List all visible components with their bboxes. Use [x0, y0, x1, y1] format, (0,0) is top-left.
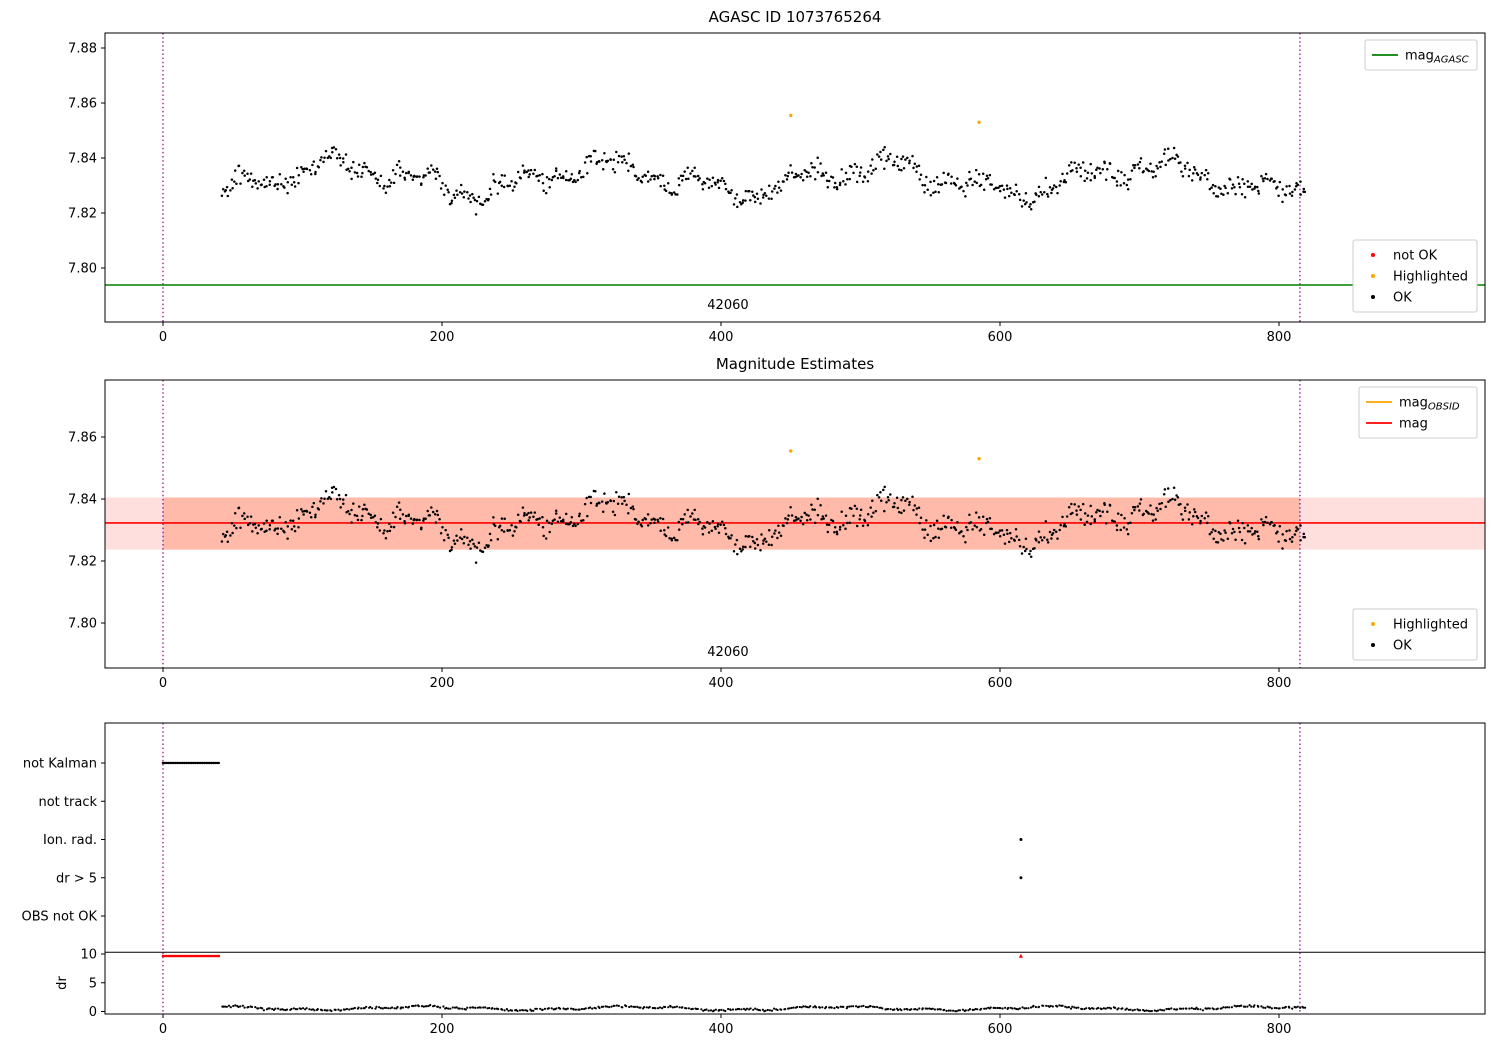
x-tick-label: 200 — [430, 330, 455, 345]
y-tick-label: 7.80 — [68, 262, 97, 277]
ion-rad-point — [1019, 838, 1023, 841]
x-tick-label: 600 — [988, 330, 1013, 345]
flag-category-label: not Kalman — [23, 757, 97, 772]
legend-marker-sample — [1371, 274, 1375, 278]
obsid-annotation: 42060 — [707, 645, 748, 660]
flag-category-label: Ion. rad. — [43, 833, 97, 848]
flag-category-label: OBS not OK — [22, 910, 98, 925]
x-tick-label: 400 — [709, 330, 734, 345]
y-tick-label: 7.86 — [68, 431, 97, 446]
legend-box — [1358, 386, 1478, 439]
dr-gt5-point — [1019, 876, 1023, 880]
plot-magnitude-estimates: 0 200 400 600 800 7.80 7.82 7.84 7.86 Magnitude E… — [68, 355, 1486, 691]
dr-not-ok-point — [1018, 953, 1024, 958]
x-tick-label: 0 — [159, 676, 167, 691]
flag-category-label: not track — [38, 795, 97, 810]
obsid-annotation: 42060 — [707, 298, 748, 313]
plot-agasc-mag: 0 200 400 600 800 7.80 7.82 7.84 7.86 7.88 AGASC I… — [68, 8, 1486, 345]
dr-tick-label: 0 — [89, 1005, 97, 1020]
x-tick-label: 0 — [159, 330, 167, 345]
legend-label: OK — [1393, 639, 1412, 654]
y-tick-label: 7.82 — [68, 555, 97, 570]
highlighted-point — [789, 449, 793, 453]
x-tick-label: 800 — [1267, 330, 1292, 345]
ok-points — [220, 485, 1307, 564]
y-tick-label: 7.88 — [68, 42, 97, 57]
dr-points — [221, 1003, 1307, 1013]
legend-label: mag — [1399, 417, 1428, 432]
dr-tick-label: 5 — [89, 976, 97, 991]
x-tick-label: 400 — [709, 676, 734, 691]
legend-marker-sample — [1371, 253, 1375, 257]
legend-label: Highlighted — [1393, 270, 1468, 285]
not-kalman-points — [161, 761, 220, 765]
highlighted-point — [977, 120, 981, 125]
dr-axis-label: dr — [55, 976, 70, 990]
y-tick-label: 7.80 — [68, 617, 97, 632]
x-tick-label: 400 — [709, 1022, 734, 1037]
legend-marker-sample — [1371, 622, 1375, 626]
dr-tick-label: 10 — [80, 948, 97, 963]
y-tick-label: 7.86 — [68, 97, 97, 112]
axes-border — [104, 379, 1486, 669]
x-tick-label: 800 — [1267, 676, 1292, 691]
plot-quality-flags: 0 200 400 600 800 not Kalman not track Ion. rad… — [22, 722, 1486, 1037]
x-tick-label: 600 — [988, 676, 1013, 691]
y-tick-label: 7.84 — [68, 152, 97, 167]
x-tick-label: 200 — [430, 676, 455, 691]
legend-marker-sample — [1371, 295, 1375, 299]
flag-category-label: dr > 5 — [56, 871, 97, 886]
highlighted-point — [977, 457, 981, 461]
plot-title: Magnitude Estimates — [716, 355, 874, 373]
y-tick-label: 7.82 — [68, 207, 97, 222]
legend-box — [1352, 608, 1478, 661]
legend-label: not OK — [1393, 249, 1438, 264]
legend-box — [1352, 239, 1478, 313]
x-tick-label: 200 — [430, 1022, 455, 1037]
x-tick-label: 800 — [1267, 1022, 1292, 1037]
x-tick-label: 600 — [988, 1022, 1013, 1037]
axes-border — [104, 32, 1486, 323]
highlighted-point — [789, 113, 793, 118]
legend-label: Highlighted — [1393, 618, 1468, 633]
dr-not-ok-points — [161, 954, 221, 958]
ok-points — [220, 146, 1307, 216]
legend-marker-sample — [1371, 643, 1375, 647]
legend-box — [1364, 39, 1478, 71]
y-tick-label: 7.84 — [68, 493, 97, 508]
x-tick-label: 0 — [159, 1022, 167, 1037]
axes-border — [104, 722, 1486, 1015]
plot-title: AGASC ID 1073765264 — [709, 8, 882, 26]
legend-label: OK — [1393, 291, 1412, 306]
